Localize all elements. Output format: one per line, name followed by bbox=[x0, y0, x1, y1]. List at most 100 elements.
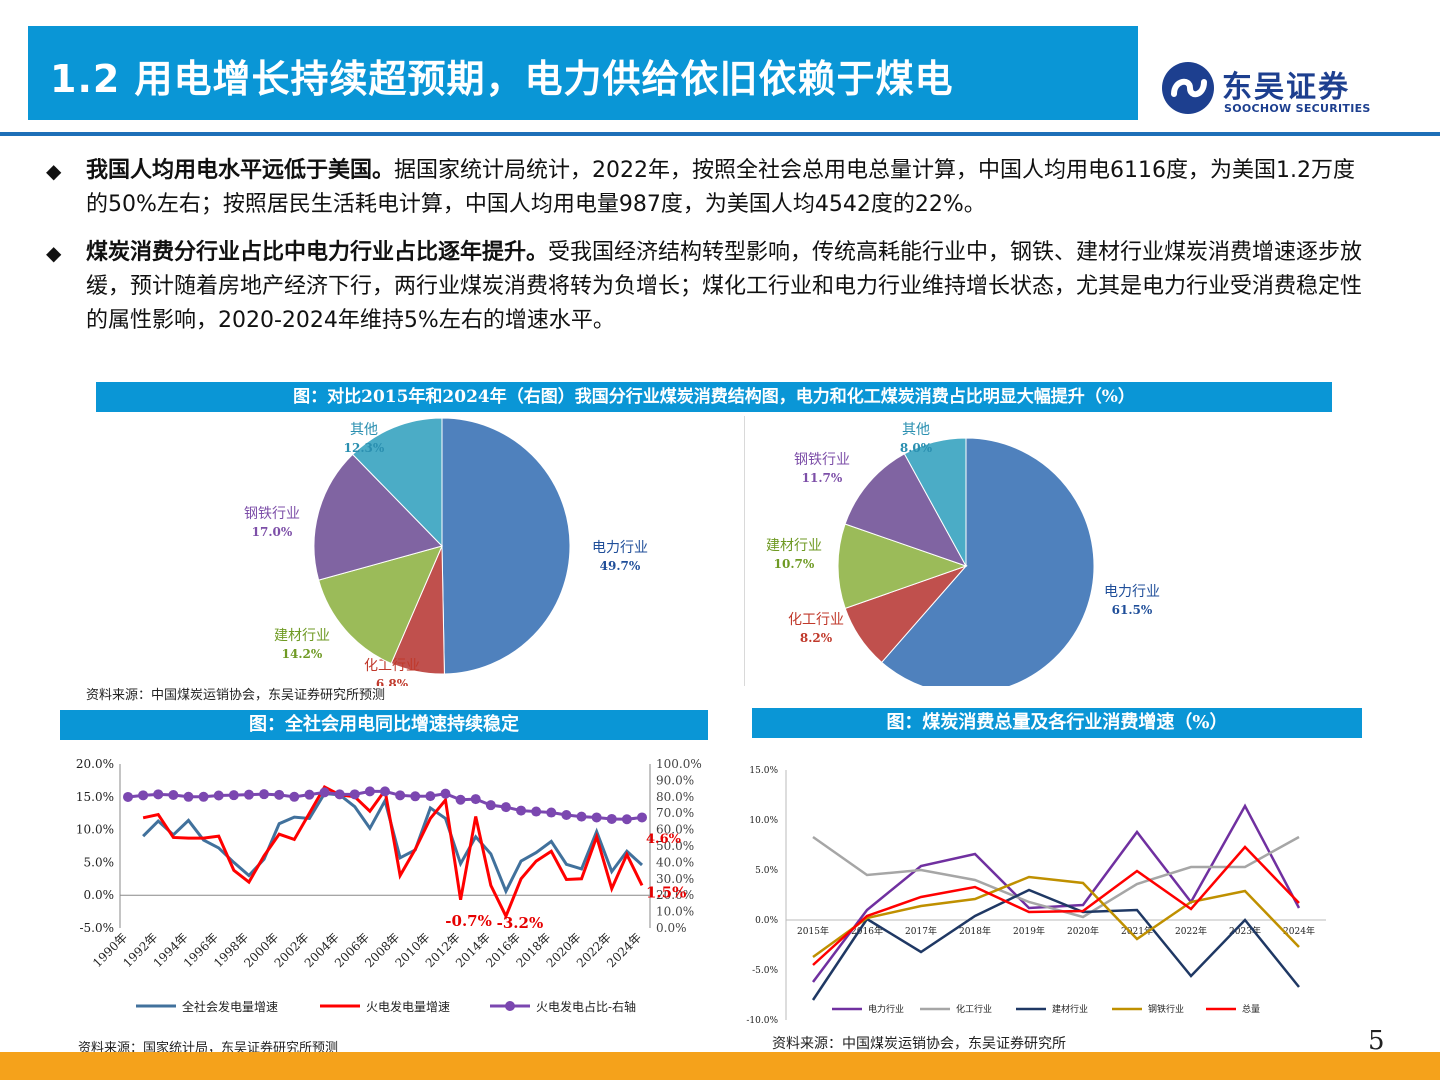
y-tick-label: 10.0% bbox=[749, 816, 778, 826]
legend-label: 建材行业 bbox=[1052, 1003, 1088, 1015]
annotation-label: -0.7% bbox=[445, 912, 492, 930]
x-tick-label: 2020年 bbox=[1067, 925, 1099, 937]
pie-slice bbox=[903, 437, 967, 567]
pie-divider bbox=[744, 416, 745, 686]
x-tick-label: 2024年 bbox=[604, 930, 644, 970]
soochow-logo-icon bbox=[1162, 62, 1214, 114]
y-right-tick-label: 50.0% bbox=[656, 839, 694, 853]
pie-slice-label: 其他 bbox=[350, 422, 378, 438]
pie-slice-label: 化工行业 bbox=[364, 658, 420, 674]
series-point bbox=[213, 790, 224, 801]
annotation-label: -3.2% bbox=[497, 914, 544, 932]
series-point bbox=[304, 789, 315, 800]
y-right-tick-label: 80.0% bbox=[656, 790, 694, 804]
pie-slice-label: 其他 bbox=[902, 422, 930, 438]
pie-chart-2024: 电力行业 61.5% 化工行业 8.2% 建材行业 10.7% 钢铁行业 11.7% 其他 8.0… bbox=[766, 422, 1160, 686]
legend-item: 化工行业 bbox=[920, 1003, 992, 1015]
pie-slice-value: 12.3% bbox=[344, 441, 385, 455]
pie-slice bbox=[351, 417, 443, 548]
y-left-tick-label: 15.0% bbox=[76, 790, 114, 804]
header-divider bbox=[0, 132, 1440, 136]
coal-growth-chart: 15.0% 10.0% 5.0% 0.0% -5.0% -10.0% 2015年 2016年 2… bbox=[746, 766, 1326, 1026]
legend-label: 总量 bbox=[1242, 1003, 1260, 1015]
y-right-tick-label: 30.0% bbox=[656, 872, 694, 886]
pie-slice-value: 14.2% bbox=[282, 647, 323, 661]
legend-item: 总量 bbox=[1206, 1003, 1260, 1015]
pie-slice-label: 化工行业 bbox=[788, 612, 844, 628]
series-point bbox=[228, 790, 239, 801]
series-point bbox=[440, 788, 451, 799]
pie-slice bbox=[844, 453, 968, 567]
pie-slice-value: 10.7% bbox=[774, 557, 815, 571]
title-banner: 1.2 用电增长持续超预期，电力供给依旧依赖于煤电 bbox=[28, 26, 1138, 120]
diamond-bullet-icon: ◆ bbox=[46, 241, 62, 265]
y-right-tick-label: 70.0% bbox=[656, 806, 694, 820]
series-point bbox=[274, 789, 285, 800]
pie-slice-label: 建材行业 bbox=[766, 538, 822, 554]
series-point bbox=[198, 791, 209, 802]
page-number: 5 bbox=[1368, 1026, 1385, 1056]
x-tick-label: 2024年 bbox=[1283, 925, 1315, 937]
y-right-tick-label: 100.0% bbox=[656, 757, 702, 771]
series-point bbox=[243, 789, 254, 800]
legend-label: 火电发电量增速 bbox=[366, 999, 450, 1014]
pie-slice-value: 8.0% bbox=[900, 441, 933, 455]
series-point bbox=[591, 812, 602, 823]
series-point bbox=[500, 802, 511, 813]
bullet-body: 受我国经济结构转型影响，传统高耗能行业中，钢铁、建材行业煤炭消费增速逐步放缓，预… bbox=[86, 240, 1363, 333]
pie-slice bbox=[318, 545, 443, 665]
y-left-tick-label: 5.0% bbox=[84, 855, 115, 869]
logo-chinese-name: 东吴证券 bbox=[1222, 70, 1350, 105]
series-point bbox=[395, 790, 406, 801]
pie-figure-title: 图：对比2015年和2024年（右图）我国分行业煤炭消费结构图，电力和化工煤炭消… bbox=[96, 382, 1332, 412]
bullet-lead: 我国人均用电水平远低于美国。 bbox=[86, 158, 395, 183]
x-tick-label: 2022年 bbox=[1175, 925, 1207, 937]
series-point bbox=[516, 805, 527, 816]
pie-slice bbox=[881, 437, 1095, 686]
series-point bbox=[334, 789, 345, 800]
legend-label: 化工行业 bbox=[956, 1003, 992, 1015]
pie-slice-label: 钢铁行业 bbox=[244, 506, 300, 522]
y-left-tick-label: 0.0% bbox=[84, 888, 115, 902]
pie-slice bbox=[441, 417, 571, 675]
y-tick-label: 15.0% bbox=[749, 766, 778, 776]
bullet-body: 据国家统计局统计，2022年，按照全社会总用电总量计算，中国人均用电6116度，… bbox=[86, 158, 1355, 217]
series-point bbox=[410, 791, 421, 802]
pie-slice-value: 8.2% bbox=[800, 631, 833, 645]
series-point bbox=[576, 811, 587, 822]
company-logo: 东吴证券 SOOCHOW SECURITIES bbox=[1160, 58, 1400, 120]
series-point bbox=[455, 794, 466, 805]
series-point bbox=[168, 789, 179, 800]
pie-slice-label: 电力行业 bbox=[592, 540, 648, 556]
series-point bbox=[138, 790, 149, 801]
x-tick-label: 2017年 bbox=[905, 925, 937, 937]
coal-figure-title: 图：煤炭消费总量及各行业消费增速（%） bbox=[752, 708, 1362, 738]
y-right-tick-label: 10.0% bbox=[656, 905, 694, 919]
series-point bbox=[546, 807, 557, 818]
series-point bbox=[531, 806, 542, 817]
annotation-label: 1.5% bbox=[646, 883, 686, 901]
series-point bbox=[561, 810, 572, 821]
series-line bbox=[812, 835, 1300, 919]
series-line bbox=[811, 888, 1300, 1001]
series-point bbox=[123, 791, 133, 802]
y-left-tick-label: 20.0% bbox=[76, 757, 114, 771]
x-tick-label: 2018年 bbox=[959, 925, 991, 937]
series-line bbox=[142, 791, 644, 895]
legend-item: 火电发电量增速 bbox=[320, 999, 450, 1014]
legend-label: 全社会发电量增速 bbox=[182, 999, 278, 1014]
y-tick-label: 5.0% bbox=[755, 866, 778, 876]
page-title: 1.2 用电增长持续超预期，电力供给依旧依赖于煤电 bbox=[50, 57, 954, 101]
y-left-tick-label: -5.0% bbox=[79, 921, 114, 935]
series-point bbox=[470, 794, 481, 805]
pie-source-note: 资料来源：中国煤炭运销协会，东吴证券研究所预测 bbox=[86, 688, 386, 703]
pie-slice-value: 6.8% bbox=[376, 677, 409, 686]
pie-slice bbox=[313, 453, 443, 581]
pie-slice bbox=[837, 523, 968, 610]
y-right-tick-label: 90.0% bbox=[656, 773, 694, 787]
legend-label: 火电发电占比-右轴 bbox=[536, 999, 636, 1014]
legend-item: 火电发电占比-右轴 bbox=[490, 999, 636, 1014]
bullet-item-2: ◆ 煤炭消费分行业占比中电力行业占比逐年提升。受我国经济结构转型影响，传统高耗能… bbox=[46, 236, 1376, 340]
x-tick-label: 2016年 bbox=[851, 925, 883, 937]
series-point bbox=[364, 786, 375, 797]
